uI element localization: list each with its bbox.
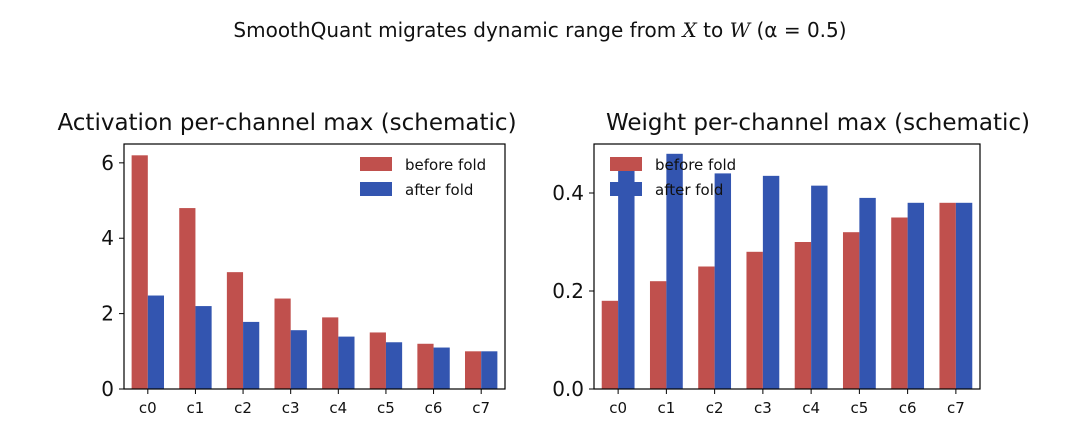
bar-after-c6 xyxy=(907,202,925,389)
y-tick-label: 0.0 xyxy=(552,377,584,401)
x-tick-label: c0 xyxy=(139,399,157,417)
bar-after-c5 xyxy=(385,342,403,389)
legend-swatch-after xyxy=(610,182,642,196)
suptitle-x: X xyxy=(682,18,697,42)
x-tick-label: c5 xyxy=(377,399,395,417)
bar-after-c7 xyxy=(955,202,973,389)
y-tick-label: 4 xyxy=(101,226,114,250)
legend-label-after: after fold xyxy=(405,181,473,199)
y-tick-label: 0.4 xyxy=(552,181,584,205)
suptitle-mid: to xyxy=(696,18,730,42)
bar-before-c6 xyxy=(891,217,908,389)
bar-before-c1 xyxy=(649,281,667,389)
y-tick-label: 6 xyxy=(101,151,114,175)
bar-after-c0 xyxy=(618,168,635,389)
legend-label-after: after fold xyxy=(655,181,723,199)
bar-before-c6 xyxy=(417,343,434,389)
x-tick-label: c1 xyxy=(657,399,675,417)
bar-before-c7 xyxy=(939,202,956,389)
bar-before-c0 xyxy=(601,300,619,389)
chart-panel-1: Weight per-channel max (schematic) c0 c1 c2… xyxy=(552,110,1030,417)
bar-before-c5 xyxy=(842,232,860,389)
bar-after-c7 xyxy=(481,351,498,389)
legend: before fold after fold xyxy=(360,156,486,199)
x-tick-label: c3 xyxy=(754,399,772,417)
x-tick-label: c6 xyxy=(899,399,917,417)
plot-frame xyxy=(593,143,981,390)
bar-after-c6 xyxy=(433,347,450,389)
x-tick-label: c7 xyxy=(472,399,490,417)
chart-title: Activation per-channel max (schematic) xyxy=(57,110,516,136)
chart-panel-0: Activation per-channel max (schematic) c0… xyxy=(57,110,516,417)
suptitle-w: W xyxy=(729,18,751,42)
figure-suptitle: SmoothQuant migrates dynamic range from … xyxy=(0,18,1080,42)
bar-before-c0 xyxy=(131,155,148,389)
x-tick-label: c2 xyxy=(706,399,724,417)
bar-before-c7 xyxy=(464,351,482,389)
x-tick-label: c2 xyxy=(234,399,252,417)
x-tick-label: c1 xyxy=(187,399,205,417)
bar-before-c4 xyxy=(794,242,812,389)
bar-before-c1 xyxy=(179,208,196,389)
bar-after-c1 xyxy=(666,153,683,389)
legend-label-before: before fold xyxy=(655,156,736,174)
bar-after-c2 xyxy=(243,321,260,389)
suptitle-prefix: SmoothQuant migrates dynamic range from xyxy=(233,18,683,42)
y-tick-label: 2 xyxy=(101,302,114,326)
bar-before-c2 xyxy=(226,272,244,389)
x-tick-label: c6 xyxy=(425,399,443,417)
bar-before-c3 xyxy=(274,298,291,389)
bar-after-c1 xyxy=(195,306,212,389)
bar-before-c4 xyxy=(322,317,339,389)
legend-swatch-before xyxy=(610,157,642,171)
y-tick-label: 0 xyxy=(101,377,114,401)
y-tick-label: 0.2 xyxy=(552,279,584,303)
bar-after-c5 xyxy=(859,197,876,389)
legend: before fold after fold xyxy=(610,156,736,199)
legend-swatch-after xyxy=(360,182,392,196)
x-tick-label: c4 xyxy=(329,399,347,417)
x-tick-label: c0 xyxy=(609,399,627,417)
chart-title: Weight per-channel max (schematic) xyxy=(606,110,1030,136)
x-tick-label: c3 xyxy=(282,399,300,417)
bar-after-c4 xyxy=(811,185,828,389)
bar-after-c4 xyxy=(338,336,355,389)
bar-after-c0 xyxy=(147,295,165,389)
bar-after-c3 xyxy=(290,330,307,389)
suptitle-suffix: (α = 0.5) xyxy=(750,18,847,42)
bar-before-c3 xyxy=(746,251,763,389)
x-tick-label: c4 xyxy=(802,399,820,417)
legend-label-before: before fold xyxy=(405,156,486,174)
legend-swatch-before xyxy=(360,157,392,171)
x-tick-label: c5 xyxy=(850,399,868,417)
plot-frame xyxy=(123,143,506,390)
bar-after-c2 xyxy=(714,173,732,389)
bar-before-c5 xyxy=(369,332,386,389)
bar-after-c3 xyxy=(762,175,780,389)
bar-before-c2 xyxy=(698,266,715,389)
x-tick-label: c7 xyxy=(947,399,965,417)
